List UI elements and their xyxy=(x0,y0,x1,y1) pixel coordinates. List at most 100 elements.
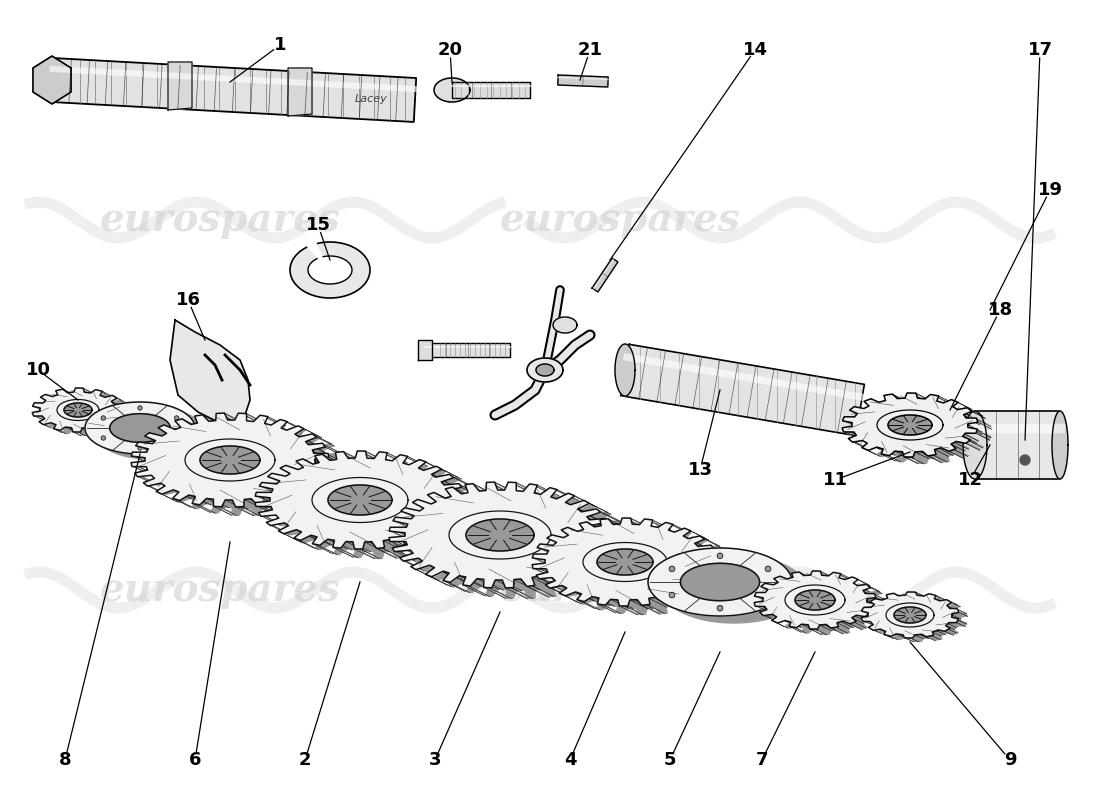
Text: 10: 10 xyxy=(25,361,51,379)
Polygon shape xyxy=(448,573,471,584)
Polygon shape xyxy=(578,509,601,521)
Polygon shape xyxy=(294,486,312,496)
Polygon shape xyxy=(260,485,280,496)
Polygon shape xyxy=(795,590,835,610)
Polygon shape xyxy=(465,493,490,504)
Polygon shape xyxy=(150,422,346,516)
Polygon shape xyxy=(426,574,450,586)
Polygon shape xyxy=(450,501,470,512)
Polygon shape xyxy=(500,580,525,591)
Polygon shape xyxy=(484,587,508,598)
Polygon shape xyxy=(776,622,790,629)
Polygon shape xyxy=(802,624,816,630)
Polygon shape xyxy=(755,595,767,602)
Polygon shape xyxy=(948,622,958,628)
Polygon shape xyxy=(80,388,91,392)
Polygon shape xyxy=(587,502,612,514)
Polygon shape xyxy=(51,422,60,427)
Polygon shape xyxy=(804,575,818,582)
Polygon shape xyxy=(461,486,482,498)
Polygon shape xyxy=(596,598,617,607)
Polygon shape xyxy=(877,410,943,440)
Polygon shape xyxy=(72,392,81,396)
Polygon shape xyxy=(241,506,262,516)
Polygon shape xyxy=(101,423,111,428)
Polygon shape xyxy=(230,500,251,509)
Polygon shape xyxy=(592,597,613,606)
Polygon shape xyxy=(418,340,432,360)
Polygon shape xyxy=(882,599,893,604)
Polygon shape xyxy=(848,438,864,446)
Polygon shape xyxy=(549,587,568,597)
Polygon shape xyxy=(763,583,777,590)
Polygon shape xyxy=(773,578,788,585)
Polygon shape xyxy=(873,606,887,614)
Polygon shape xyxy=(537,546,556,557)
Polygon shape xyxy=(351,542,373,552)
Polygon shape xyxy=(562,586,582,595)
Polygon shape xyxy=(287,525,309,535)
Polygon shape xyxy=(189,495,209,505)
Polygon shape xyxy=(379,452,401,462)
Polygon shape xyxy=(437,466,458,478)
Polygon shape xyxy=(902,398,918,406)
Polygon shape xyxy=(147,469,166,479)
Polygon shape xyxy=(871,606,881,611)
Polygon shape xyxy=(606,549,629,562)
Polygon shape xyxy=(717,566,736,576)
Polygon shape xyxy=(755,602,767,610)
Polygon shape xyxy=(618,524,638,533)
Polygon shape xyxy=(891,594,903,598)
Polygon shape xyxy=(312,544,334,554)
Polygon shape xyxy=(196,423,216,433)
Polygon shape xyxy=(400,537,422,547)
Polygon shape xyxy=(887,455,903,462)
Polygon shape xyxy=(615,344,635,396)
Polygon shape xyxy=(209,421,229,430)
Polygon shape xyxy=(520,491,546,502)
Polygon shape xyxy=(576,600,597,610)
Polygon shape xyxy=(464,506,484,518)
Polygon shape xyxy=(554,489,579,501)
Polygon shape xyxy=(558,75,608,87)
Circle shape xyxy=(717,606,723,611)
Polygon shape xyxy=(226,500,245,509)
Polygon shape xyxy=(686,538,706,547)
Polygon shape xyxy=(968,424,982,432)
Polygon shape xyxy=(596,509,620,521)
Text: 5: 5 xyxy=(663,751,676,769)
Polygon shape xyxy=(915,452,932,459)
Polygon shape xyxy=(87,427,97,431)
Polygon shape xyxy=(412,502,437,514)
Polygon shape xyxy=(425,343,510,357)
Polygon shape xyxy=(152,475,170,486)
Polygon shape xyxy=(382,548,405,558)
Polygon shape xyxy=(404,508,427,520)
Polygon shape xyxy=(123,414,131,419)
Polygon shape xyxy=(389,538,411,550)
Polygon shape xyxy=(451,523,472,534)
Polygon shape xyxy=(503,490,527,501)
Polygon shape xyxy=(200,415,221,424)
Text: Lacey: Lacey xyxy=(355,94,387,104)
Polygon shape xyxy=(400,510,425,522)
Polygon shape xyxy=(154,441,174,450)
Polygon shape xyxy=(316,436,334,446)
Polygon shape xyxy=(460,576,484,587)
Polygon shape xyxy=(135,473,154,483)
Polygon shape xyxy=(650,520,671,529)
Polygon shape xyxy=(192,503,212,513)
Polygon shape xyxy=(300,492,320,502)
Polygon shape xyxy=(539,544,558,554)
Polygon shape xyxy=(956,409,971,417)
Polygon shape xyxy=(689,530,708,540)
Polygon shape xyxy=(703,538,723,548)
Polygon shape xyxy=(883,630,894,635)
Polygon shape xyxy=(420,530,442,542)
Polygon shape xyxy=(861,618,871,623)
Polygon shape xyxy=(607,521,629,533)
Text: 19: 19 xyxy=(1037,181,1063,199)
Circle shape xyxy=(101,416,106,420)
Polygon shape xyxy=(464,504,485,515)
Polygon shape xyxy=(684,528,705,538)
